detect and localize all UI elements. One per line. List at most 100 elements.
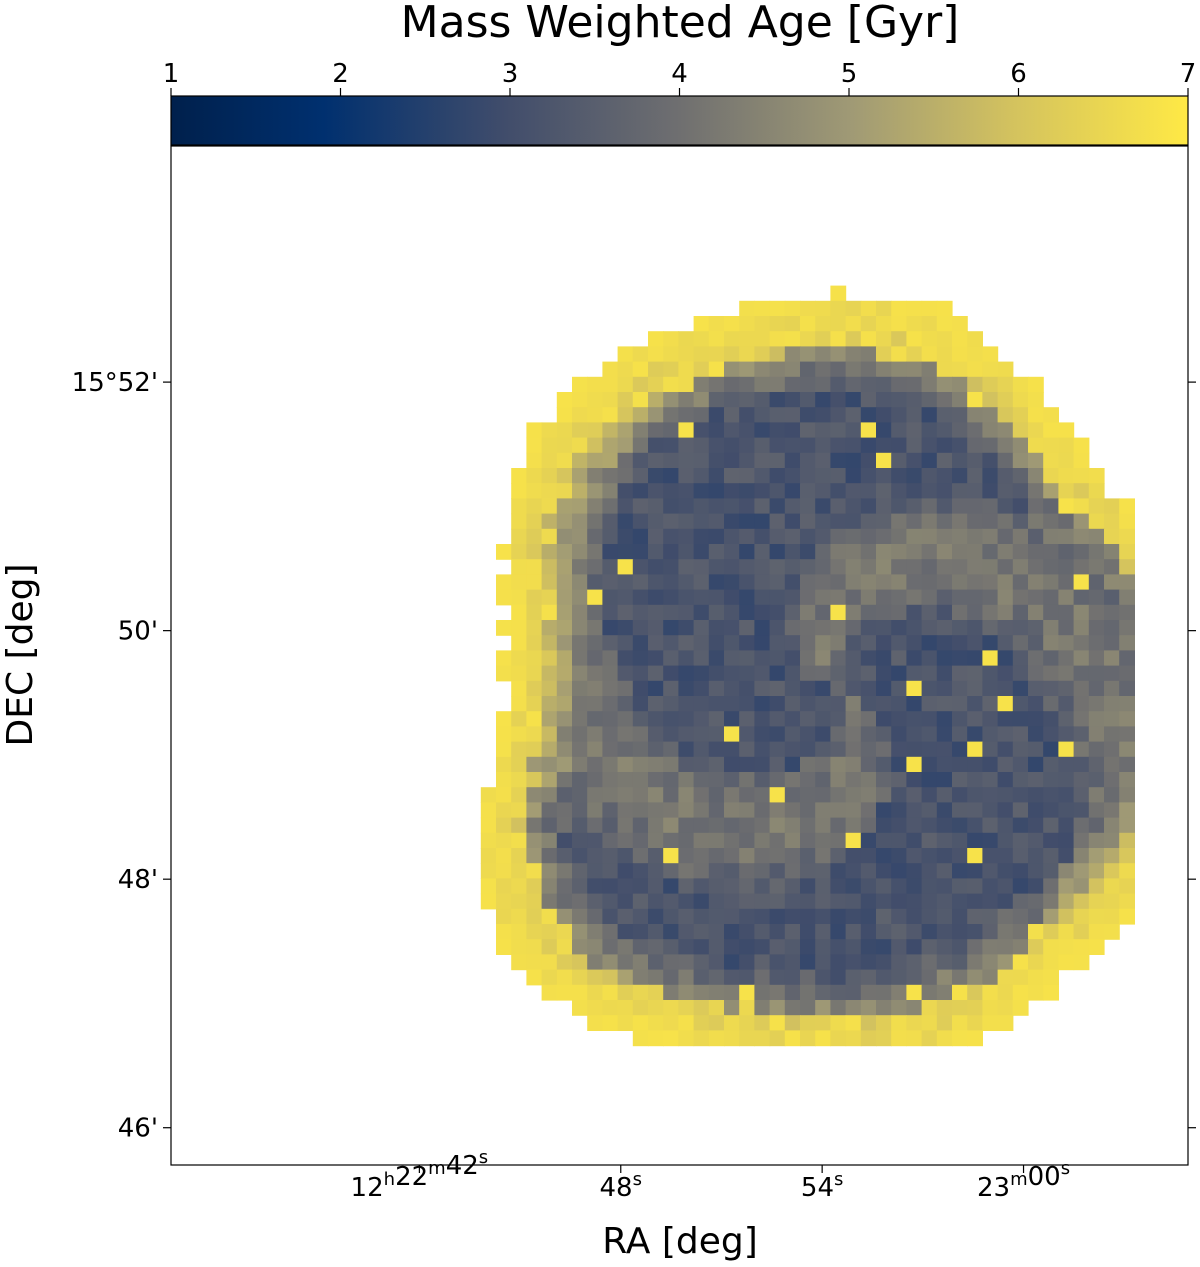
age-pixel	[617, 984, 634, 1001]
age-pixel	[541, 848, 558, 864]
age-pixel	[541, 680, 558, 697]
age-pixel	[587, 513, 603, 530]
age-pixel	[769, 848, 786, 864]
age-pixel	[815, 604, 831, 621]
age-pixel	[541, 589, 558, 606]
age-pixel	[1104, 756, 1120, 773]
age-pixel	[952, 316, 968, 332]
age-pixel	[1028, 680, 1044, 697]
age-pixel	[982, 908, 999, 925]
age-pixel	[860, 939, 877, 955]
age-pixel	[830, 665, 847, 682]
age-pixel	[556, 392, 573, 408]
age-pixel	[572, 832, 588, 849]
age-pixel	[632, 392, 649, 408]
age-pixel	[952, 498, 968, 515]
age-pixel	[1104, 726, 1120, 743]
age-pixel	[1104, 544, 1120, 560]
age-pixel	[1073, 559, 1090, 575]
age-pixel	[906, 984, 923, 1001]
age-pixel	[632, 772, 649, 788]
age-pixel	[830, 848, 847, 864]
age-pixel	[860, 589, 877, 606]
age-pixel	[906, 346, 923, 363]
age-pixel	[739, 665, 755, 682]
age-pixel	[830, 984, 847, 1001]
age-pixel	[602, 711, 619, 727]
age-pixel	[967, 741, 983, 758]
age-pixel	[678, 544, 695, 560]
age-pixel	[784, 924, 801, 940]
age-pixel	[1088, 756, 1105, 773]
age-pixel	[602, 544, 619, 560]
age-pixel	[815, 954, 831, 971]
age-pixel	[891, 787, 907, 803]
age-pixel	[982, 650, 999, 667]
age-pixel	[769, 346, 786, 363]
age-pixel	[845, 908, 862, 925]
ra-axis-ticks: 12h22m42s48s54s23m00s06s	[351, 1147, 1071, 1203]
age-pixel	[1012, 741, 1029, 758]
age-pixel	[526, 604, 543, 621]
age-pixel	[860, 331, 877, 347]
age-pixel	[602, 407, 619, 423]
age-pixel	[891, 665, 907, 682]
age-pixel	[556, 635, 573, 651]
age-pixel	[739, 422, 755, 439]
age-pixel	[648, 361, 664, 378]
age-pixel	[906, 544, 923, 560]
age-pixel	[724, 544, 740, 560]
age-pixel	[784, 863, 801, 879]
age-pixel	[724, 528, 740, 545]
age-pixel	[997, 756, 1014, 773]
age-pixel	[572, 863, 588, 879]
age-pixel	[936, 422, 953, 439]
age-pixel	[617, 650, 634, 667]
age-pixel	[906, 756, 923, 773]
age-pixel	[632, 726, 649, 743]
age-pixel	[906, 437, 923, 454]
age-pixel	[982, 559, 999, 575]
age-pixel	[800, 1015, 816, 1031]
age-pixel	[1012, 893, 1029, 910]
age-pixel	[830, 680, 847, 697]
age-pixel	[1043, 878, 1059, 895]
age-pixel	[739, 924, 755, 940]
age-pixel	[693, 984, 710, 1001]
age-pixel	[997, 452, 1014, 469]
age-pixel	[800, 863, 816, 879]
age-pixel	[648, 468, 664, 484]
age-pixel	[1058, 832, 1075, 849]
age-pixel	[784, 604, 801, 621]
age-pixel	[860, 969, 877, 986]
age-pixel	[784, 756, 801, 773]
age-pixel	[1012, 711, 1029, 727]
age-pixel	[876, 437, 892, 454]
age-pixel	[678, 574, 695, 591]
age-pixel	[921, 422, 938, 439]
age-pixel	[769, 1015, 786, 1031]
age-pixel	[541, 726, 558, 743]
age-pixel	[997, 589, 1014, 606]
age-pixel	[1043, 498, 1059, 515]
age-pixel	[784, 559, 801, 575]
age-pixel	[693, 863, 710, 879]
age-pixel	[541, 468, 558, 484]
age-pixel	[602, 574, 619, 591]
age-pixel	[876, 756, 892, 773]
age-pixel	[693, 468, 710, 484]
age-pixel	[1058, 711, 1075, 727]
age-pixel	[648, 589, 664, 606]
age-pixel	[602, 559, 619, 575]
age-pixel	[602, 437, 619, 454]
age-pixel	[693, 361, 710, 378]
age-pixel	[952, 589, 968, 606]
age-pixel	[815, 984, 831, 1001]
age-pixel	[739, 437, 755, 454]
age-pixel	[936, 741, 953, 758]
age-pixel	[906, 908, 923, 925]
age-pixel	[891, 468, 907, 484]
age-pixel	[511, 544, 527, 560]
age-pixel	[1058, 665, 1075, 682]
age-pixel	[1012, 680, 1029, 697]
